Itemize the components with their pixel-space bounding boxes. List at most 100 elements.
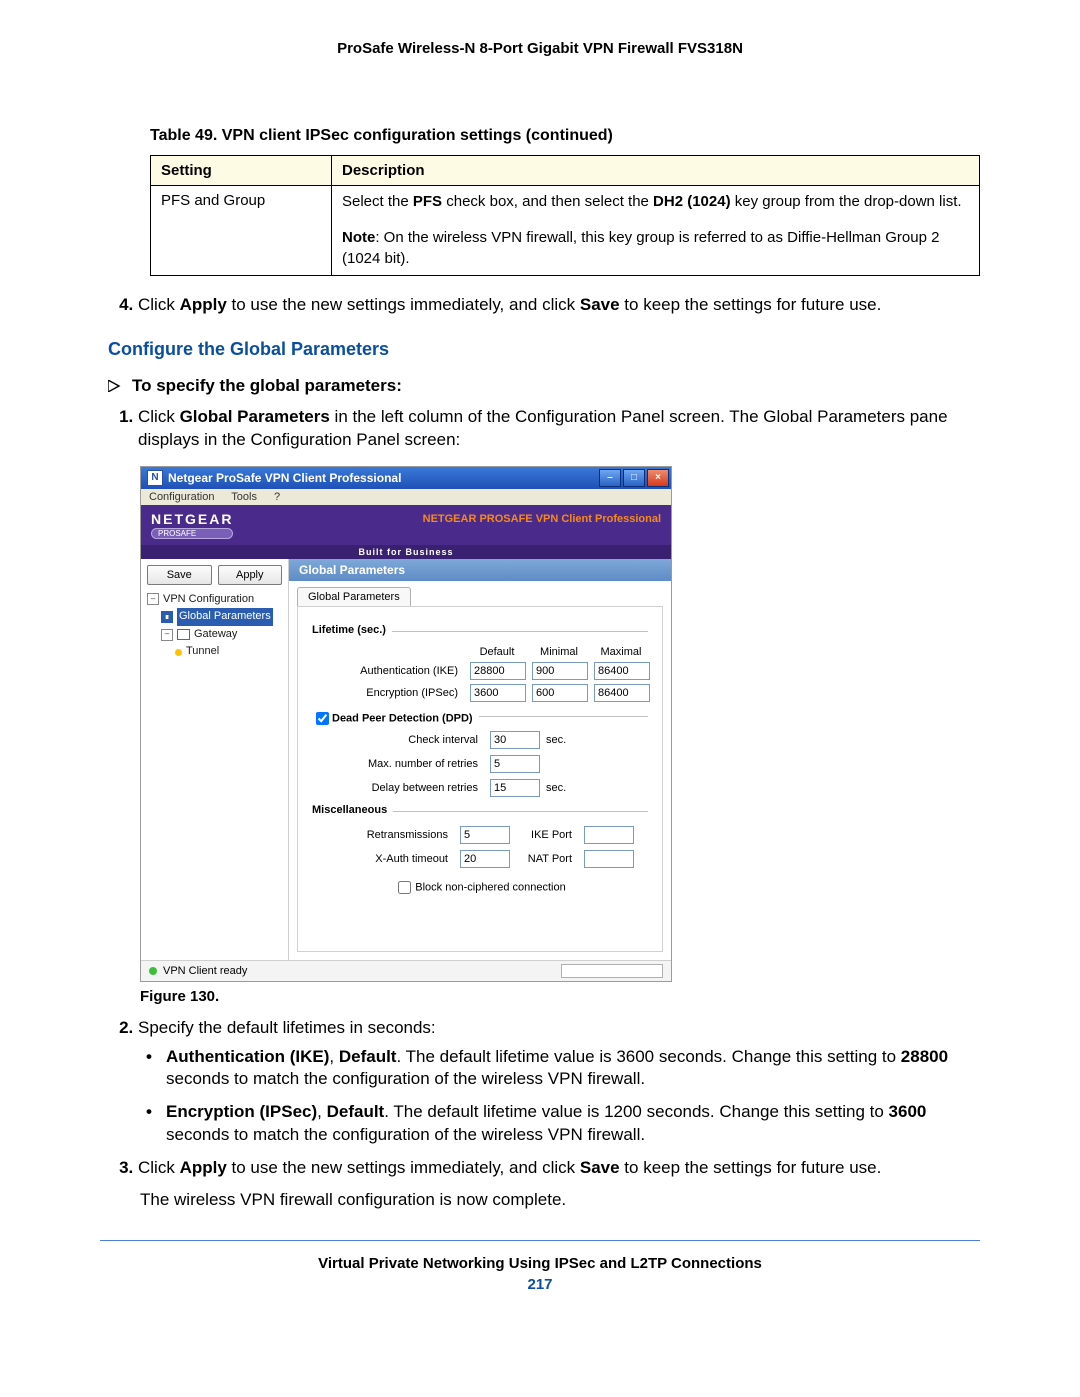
fieldset-lifetime: Lifetime (sec.) Default Minimal Maximal … [312, 631, 648, 702]
legend-dpd: Dead Peer Detection (DPD) [312, 709, 479, 728]
collapse-icon: – [147, 593, 159, 605]
input-enc-min[interactable] [532, 684, 588, 702]
menu-configuration[interactable]: Configuration [149, 491, 214, 503]
window-title: Netgear ProSafe VPN Client Professional [168, 471, 401, 485]
fieldset-misc: Miscellaneous Retransmissions IKE Port X… [312, 811, 648, 897]
folder-icon [177, 629, 190, 640]
label-enc-ipsec: Encryption (IPSec) [312, 687, 462, 699]
brand-sublogo: PROSAFE [151, 528, 233, 539]
node-dot-icon [175, 649, 182, 656]
step-list-top: Click Apply to use the new settings imme… [110, 294, 980, 317]
tree-node-global-parameters[interactable]: ∎ Global Parameters [147, 608, 282, 626]
input-enc-max[interactable] [594, 684, 650, 702]
document-header: ProSafe Wireless-N 8-Port Gigabit VPN Fi… [100, 40, 980, 57]
input-nat-port[interactable] [584, 850, 634, 868]
page-number: 217 [100, 1276, 980, 1293]
collapse-icon: – [161, 629, 173, 641]
cell-setting: PFS and Group [151, 186, 332, 276]
column-header-description: Description [332, 156, 980, 186]
tree-pane: Save Apply – VPN Configuration ∎ Global … [141, 559, 289, 960]
screenshot-figure: N Netgear ProSafe VPN Client Professiona… [140, 466, 980, 982]
label-xauth-timeout: X-Auth timeout [312, 853, 452, 865]
content-pane: Global Parameters Global Parameters Life… [289, 559, 671, 960]
input-auth-max[interactable] [594, 662, 650, 680]
checkbox-dpd[interactable] [316, 712, 329, 725]
progress-bar [561, 964, 663, 978]
nav-tree: – VPN Configuration ∎ Global Parameters … [141, 591, 288, 960]
form-area: Lifetime (sec.) Default Minimal Maximal … [297, 606, 663, 952]
brand-tagline: NETGEAR PROSAFE VPN Client Professional [423, 513, 661, 525]
fieldset-dpd: Dead Peer Detection (DPD) Check interval… [312, 716, 648, 797]
table-header-row: Setting Description [151, 156, 980, 186]
unit-sec: sec. [546, 782, 648, 794]
chevron-right-icon [108, 380, 122, 392]
cell-description: Select the PFS check box, and then selec… [332, 186, 980, 276]
input-retransmissions[interactable] [460, 826, 510, 844]
column-header-setting: Setting [151, 156, 332, 186]
app-icon: N [147, 470, 163, 486]
unit-sec: sec. [546, 734, 648, 746]
input-delay-retries[interactable] [490, 779, 540, 797]
label-block-nonciphered: Block non-ciphered connection [415, 881, 565, 893]
step-list-2: Specify the default lifetimes in seconds… [110, 1017, 980, 1181]
input-auth-default[interactable] [470, 662, 526, 680]
step-3: Click Apply to use the new settings imme… [138, 1157, 980, 1180]
document-footer: Virtual Private Networking Using IPSec a… [100, 1255, 980, 1272]
col-default: Default [470, 646, 524, 658]
minimize-button[interactable]: – [599, 469, 621, 487]
tab-global-parameters[interactable]: Global Parameters [297, 587, 411, 606]
input-xauth-timeout[interactable] [460, 850, 510, 868]
tree-node-root[interactable]: – VPN Configuration [147, 591, 282, 609]
concluding-paragraph: The wireless VPN firewall configuration … [140, 1190, 980, 1210]
settings-table: Setting Description PFS and Group Select… [150, 155, 980, 276]
tabs-row: Global Parameters [289, 581, 671, 606]
built-band: Built for Business [141, 545, 671, 559]
close-button[interactable]: × [647, 469, 669, 487]
menu-bar: Configuration Tools ? [141, 489, 671, 505]
bullet-enc-ipsec: Encryption (IPSec), Default. The default… [138, 1101, 980, 1147]
label-max-retries: Max. number of retries [312, 758, 482, 770]
maximize-button[interactable]: □ [623, 469, 645, 487]
input-check-interval[interactable] [490, 731, 540, 749]
bullet-list: Authentication (IKE), Default. The defau… [138, 1046, 980, 1148]
label-check-interval: Check interval [312, 734, 482, 746]
bullet-auth-ike: Authentication (IKE), Default. The defau… [138, 1046, 980, 1092]
app-window: N Netgear ProSafe VPN Client Professiona… [140, 466, 672, 982]
status-bar: VPN Client ready [141, 960, 671, 981]
status-dot-icon [149, 967, 157, 975]
label-ike-port: IKE Port [516, 829, 576, 841]
footer-rule [100, 1240, 980, 1241]
figure-caption: Figure 130. [140, 988, 980, 1005]
save-button[interactable]: Save [147, 565, 212, 585]
input-enc-default[interactable] [470, 684, 526, 702]
input-auth-min[interactable] [532, 662, 588, 680]
status-text: VPN Client ready [163, 965, 247, 977]
step-2: Specify the default lifetimes in seconds… [138, 1017, 980, 1148]
menu-help[interactable]: ? [274, 491, 280, 503]
sub-heading: To specify the global parameters: [108, 376, 980, 396]
label-retransmissions: Retransmissions [312, 829, 452, 841]
document-page: ProSafe Wireless-N 8-Port Gigabit VPN Fi… [0, 0, 1080, 1329]
tree-toolbar: Save Apply [141, 559, 288, 591]
menu-tools[interactable]: Tools [231, 491, 257, 503]
col-maximal: Maximal [594, 646, 648, 658]
checkbox-block-nonciphered[interactable] [398, 881, 411, 894]
content-header: Global Parameters [289, 559, 671, 581]
legend-lifetime: Lifetime (sec.) [312, 624, 392, 636]
window-titlebar: N Netgear ProSafe VPN Client Professiona… [141, 467, 671, 489]
input-ike-port[interactable] [584, 826, 634, 844]
page-icon: ∎ [161, 611, 173, 623]
input-max-retries[interactable] [490, 755, 540, 773]
brand-band: NETGEAR PROSAFE NETGEAR PROSAFE VPN Clie… [141, 505, 671, 545]
tree-node-gateway[interactable]: – Gateway [147, 626, 282, 644]
brand-logo: NETGEAR [151, 511, 233, 527]
section-heading: Configure the Global Parameters [108, 339, 980, 360]
app-body: Save Apply – VPN Configuration ∎ Global … [141, 559, 671, 960]
apply-button[interactable]: Apply [218, 565, 283, 585]
legend-misc: Miscellaneous [312, 804, 393, 816]
step-list-main: Click Global Parameters in the left colu… [110, 406, 980, 452]
col-minimal: Minimal [532, 646, 586, 658]
tree-node-tunnel[interactable]: Tunnel [147, 643, 282, 661]
step-1: Click Global Parameters in the left colu… [138, 406, 980, 452]
table-row: PFS and Group Select the PFS check box, … [151, 186, 980, 276]
